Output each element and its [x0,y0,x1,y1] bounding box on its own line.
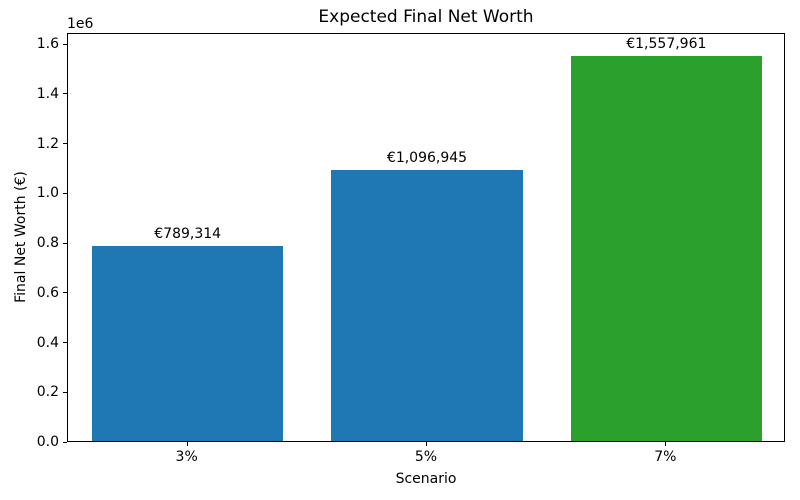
plot-area: €789,314 €1,096,945 €1,557,961 [67,33,785,442]
x-axis-label: Scenario [395,471,457,487]
x-tick-mark [665,442,667,446]
y-tick-label: 1.6 [36,36,59,53]
y-tick-mark [63,242,67,244]
y-tick-mark [63,43,67,45]
y-tick-label: 0.6 [36,284,59,301]
y-tick-mark [63,292,67,294]
bar [570,55,763,441]
y-tick-mark [63,192,67,194]
y-tick-mark [63,143,67,145]
chart-title: Expected Final Net Worth [318,7,534,27]
y-tick-mark [63,93,67,95]
bar-value-label: €789,314 [154,225,222,242]
bar [331,169,523,441]
x-tick-mark [426,442,427,446]
y-axis-label: Final Net Worth (€) [13,171,29,303]
y-tick-mark [63,391,67,393]
y-tick-label: 0.4 [36,334,59,351]
y-tick-label: 1.4 [36,85,59,102]
bar-value-label: €1,557,961 [626,35,707,52]
y-tick-label: 1.2 [36,135,59,152]
y-axis-offset-label: 1e6 [67,16,94,32]
y-tick-label: 1.0 [36,185,59,202]
x-tick-mark [186,442,188,446]
y-tick-label: 0.8 [36,235,59,252]
bar [91,245,284,441]
y-tick-mark [63,441,67,443]
x-tick-label: 7% [654,449,677,465]
x-tick-label: 3% [175,449,198,465]
y-tick-label: 0.2 [36,384,59,401]
y-tick-label: 0.0 [36,434,59,450]
y-tick-mark [63,342,67,344]
bar-value-label: €1,096,945 [386,149,468,166]
x-tick-label: 5% [414,449,438,465]
